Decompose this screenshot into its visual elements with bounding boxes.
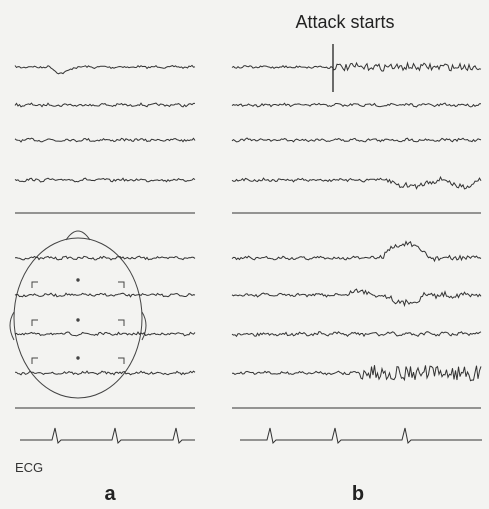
eeg-trace bbox=[231, 175, 482, 190]
eeg-trace bbox=[14, 177, 196, 183]
eeg-trace bbox=[231, 288, 482, 308]
eeg-trace bbox=[231, 102, 481, 108]
head-diagram bbox=[9, 230, 147, 399]
eeg-trace bbox=[231, 240, 482, 263]
eeg-trace bbox=[14, 331, 196, 337]
ecg-trace bbox=[20, 427, 195, 445]
eeg-trace bbox=[14, 137, 196, 143]
eeg-trace bbox=[14, 255, 196, 261]
eeg-trace bbox=[14, 370, 196, 376]
ecg-label: ECG bbox=[15, 460, 43, 475]
annotation: Attack starts bbox=[295, 12, 394, 32]
eeg-trace bbox=[231, 331, 482, 338]
eeg-trace bbox=[14, 102, 195, 108]
ecg-trace bbox=[240, 427, 482, 445]
panel-label: a bbox=[104, 483, 116, 505]
eeg-trace bbox=[232, 365, 482, 382]
eeg-trace bbox=[14, 292, 196, 298]
eeg-trace bbox=[231, 61, 482, 72]
eeg-trace bbox=[14, 64, 196, 75]
panel-label: b bbox=[352, 483, 364, 505]
eeg-trace bbox=[231, 137, 482, 143]
